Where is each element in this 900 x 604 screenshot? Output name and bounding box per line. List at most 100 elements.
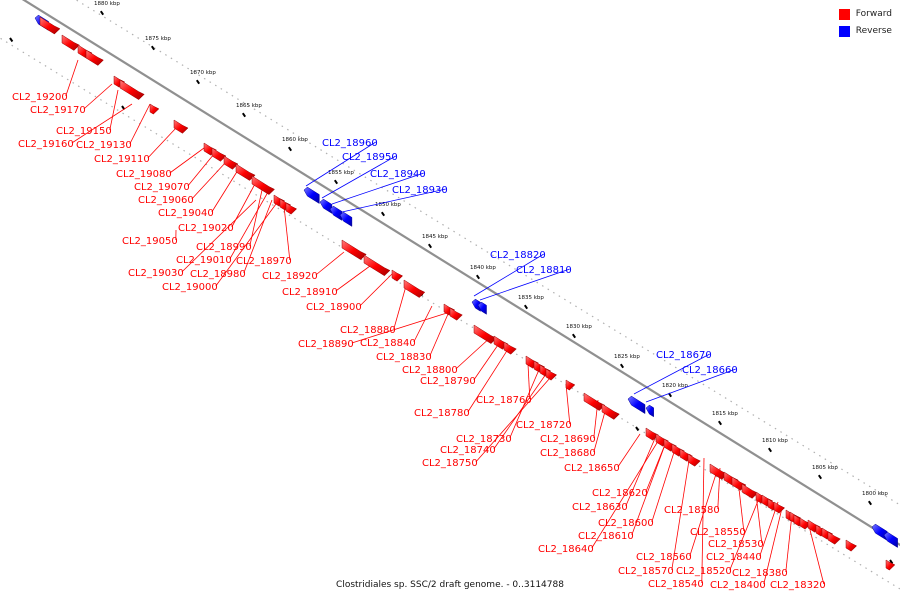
gene-label[interactable]: CL2_19160 [18,139,74,150]
gene-glyph-forward[interactable] [688,454,700,466]
gene-label[interactable]: CL2_18690 [540,434,596,445]
gene-glyph-forward[interactable] [404,280,425,298]
gene-glyph-forward[interactable] [252,176,275,195]
gene-label[interactable]: CL2_18600 [598,518,654,529]
gene-glyph-forward[interactable] [846,540,857,551]
gene-label[interactable]: CL2_19010 [176,255,232,266]
gene-label[interactable]: CL2_18640 [538,544,594,555]
leader-line [414,306,432,342]
gene-label[interactable]: CL2_18530 [708,539,764,550]
gene-label[interactable]: CL2_18910 [282,287,338,298]
gene-glyph-reverse[interactable] [304,187,319,203]
leader-line [170,148,204,173]
gene-label[interactable]: CL2_18780 [414,408,470,419]
gene-label[interactable]: CL2_18560 [636,552,692,563]
gene-label[interactable]: CL2_18820 [490,250,546,261]
gene-label[interactable]: CL2_18840 [360,338,416,349]
gene-label[interactable]: CL2_18620 [592,488,648,499]
gene-label[interactable]: CL2_18930 [392,185,448,196]
axis-tick-label: 1830 kbp [566,324,592,330]
gene-label[interactable]: CL2_18520 [676,566,732,577]
gene-glyph-forward[interactable] [774,502,785,513]
gene-glyph-reverse[interactable] [628,396,645,413]
gene-glyph-forward[interactable] [828,532,840,544]
axis-tick-mark [525,305,527,309]
gene-label[interactable]: CL2_18670 [656,350,712,361]
gene-label[interactable]: CL2_19060 [138,195,194,206]
gene-label[interactable]: CL2_18980 [190,269,246,280]
gene-glyph-forward[interactable] [174,120,188,133]
gene-glyph-forward[interactable] [566,380,575,390]
gene-label[interactable]: CL2_19110 [94,154,150,165]
gene-label[interactable]: CL2_18660 [682,365,738,376]
axis-tick-mark [719,421,721,425]
gene-label[interactable]: CL2_18920 [262,271,318,282]
axis-tick-label: 1800 kbp [862,491,888,497]
gene-label[interactable]: CL2_18990 [196,242,252,253]
gene-label[interactable]: CL2_19170 [30,105,86,116]
gene-glyph-forward[interactable] [450,308,462,320]
gene-glyph-forward[interactable] [342,240,366,260]
gene-label[interactable]: CL2_18810 [516,265,572,276]
gene-label[interactable]: CL2_18940 [370,169,426,180]
gene-label[interactable]: CL2_18680 [540,448,596,459]
gene-label[interactable]: CL2_19080 [116,169,172,180]
gene-label[interactable]: CL2_18630 [572,502,628,513]
gene-glyph-forward[interactable] [584,393,605,411]
gene-label[interactable]: CL2_18610 [578,531,634,542]
gene-glyph-forward[interactable] [364,255,390,276]
leader-line [148,128,176,158]
gene-label[interactable]: CL2_19130 [76,140,132,151]
gene-label[interactable]: CL2_19200 [12,92,68,103]
gene-label[interactable]: CL2_18900 [306,302,362,313]
axis-tick-mark [10,38,12,42]
gene-label[interactable]: CL2_18950 [342,152,398,163]
gene-glyph-reverse[interactable] [646,405,654,417]
gene-label[interactable]: CL2_18720 [516,420,572,431]
gene-label[interactable]: CL2_18890 [298,339,354,350]
gene-glyph-forward[interactable] [742,484,758,498]
gene-label[interactable]: CL2_19070 [134,182,190,193]
gene-glyph-reverse[interactable] [872,524,887,540]
gene-label[interactable]: CL2_18380 [732,568,788,579]
gene-label[interactable]: CL2_19150 [56,126,112,137]
gene-label[interactable]: CL2_18880 [340,325,396,336]
axis-tick-label: 1810 kbp [762,438,788,444]
gene-label[interactable]: CL2_18970 [236,256,292,267]
gene-glyph-forward[interactable] [546,369,557,380]
gene-label[interactable]: CL2_19000 [162,282,218,293]
gene-label[interactable]: CL2_18800 [402,365,458,376]
axis-tick-label: 1825 kbp [614,354,640,360]
gene-label[interactable]: CL2_18750 [422,458,478,469]
axis-tick-mark [819,475,821,479]
gene-label[interactable]: CL2_18550 [690,527,746,538]
leader-line [316,252,344,275]
gene-label[interactable]: CL2_18440 [706,552,762,563]
gene-glyph-forward[interactable] [150,104,159,114]
gene-label[interactable]: CL2_18730 [456,434,512,445]
gene-label[interactable]: CL2_18960 [322,138,378,149]
legend-reverse: Reverse [839,25,892,37]
gene-label[interactable]: CL2_18740 [440,445,496,456]
gene-label[interactable]: CL2_18650 [564,463,620,474]
gene-glyph-forward[interactable] [62,35,79,50]
gene-glyph-forward[interactable] [86,50,103,65]
gene-glyph-forward[interactable] [602,404,619,419]
gene-label[interactable]: CL2_19050 [122,236,178,247]
gene-glyph-forward[interactable] [392,270,403,281]
gene-glyph-forward[interactable] [286,203,297,214]
gene-label[interactable]: CL2_19040 [158,208,214,219]
gene-label[interactable]: CL2_18830 [376,352,432,363]
gene-label[interactable]: CL2_19020 [178,223,234,234]
gene-glyph-forward[interactable] [474,325,497,344]
gene-label[interactable]: CL2_18790 [420,376,476,387]
gene-glyph-reverse[interactable] [320,199,332,213]
gene-label[interactable]: CL2_19030 [128,268,184,279]
gene-label[interactable]: CL2_18570 [618,566,674,577]
gene-label[interactable]: CL2_18580 [664,505,720,516]
leader-line [84,84,112,109]
gene-label[interactable]: CL2_18760 [476,395,532,406]
gene-glyph-forward[interactable] [120,80,144,100]
